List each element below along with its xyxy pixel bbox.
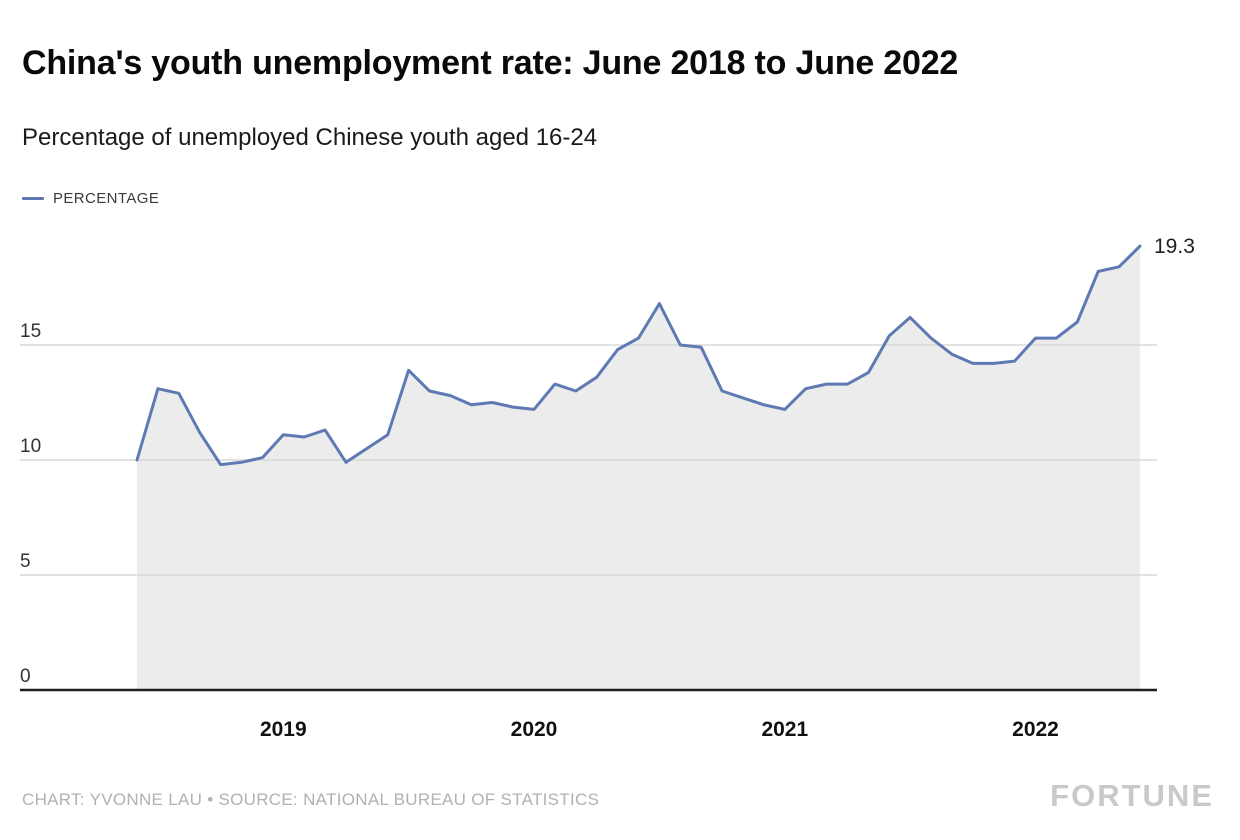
chart-footer: CHART: YVONNE LAU • SOURCE: NATIONAL BUR… — [22, 778, 1214, 814]
area-fill — [137, 246, 1140, 690]
fortune-logo: FORTUNE — [1050, 778, 1214, 813]
legend-label: PERCENTAGE — [53, 190, 160, 207]
y-tick-label-0: 0 — [20, 666, 31, 687]
x-tick-label-2022: 2022 — [1012, 718, 1059, 741]
x-tick-label-2019: 2019 — [260, 718, 307, 741]
y-tick-label-10: 10 — [20, 436, 41, 457]
unemployment-area-chart: 0 5 10 15 2019 2020 2021 2022 19.3 — [20, 235, 1195, 741]
y-tick-label-5: 5 — [20, 551, 31, 572]
chart-credit: CHART: YVONNE LAU • SOURCE: NATIONAL BUR… — [22, 790, 600, 809]
end-value-label: 19.3 — [1154, 235, 1195, 258]
percentage-trend-line — [135, 244, 1142, 467]
x-tick-label-2020: 2020 — [511, 718, 558, 741]
x-tick-label-2021: 2021 — [761, 718, 808, 741]
chart-legend: PERCENTAGE — [22, 190, 159, 207]
y-tick-label-15: 15 — [20, 321, 41, 342]
chart-title: China's youth unemployment rate: June 20… — [22, 43, 959, 82]
legend-line-swatch — [22, 197, 44, 200]
chart-subtitle: Percentage of unemployed Chinese youth a… — [22, 124, 598, 151]
